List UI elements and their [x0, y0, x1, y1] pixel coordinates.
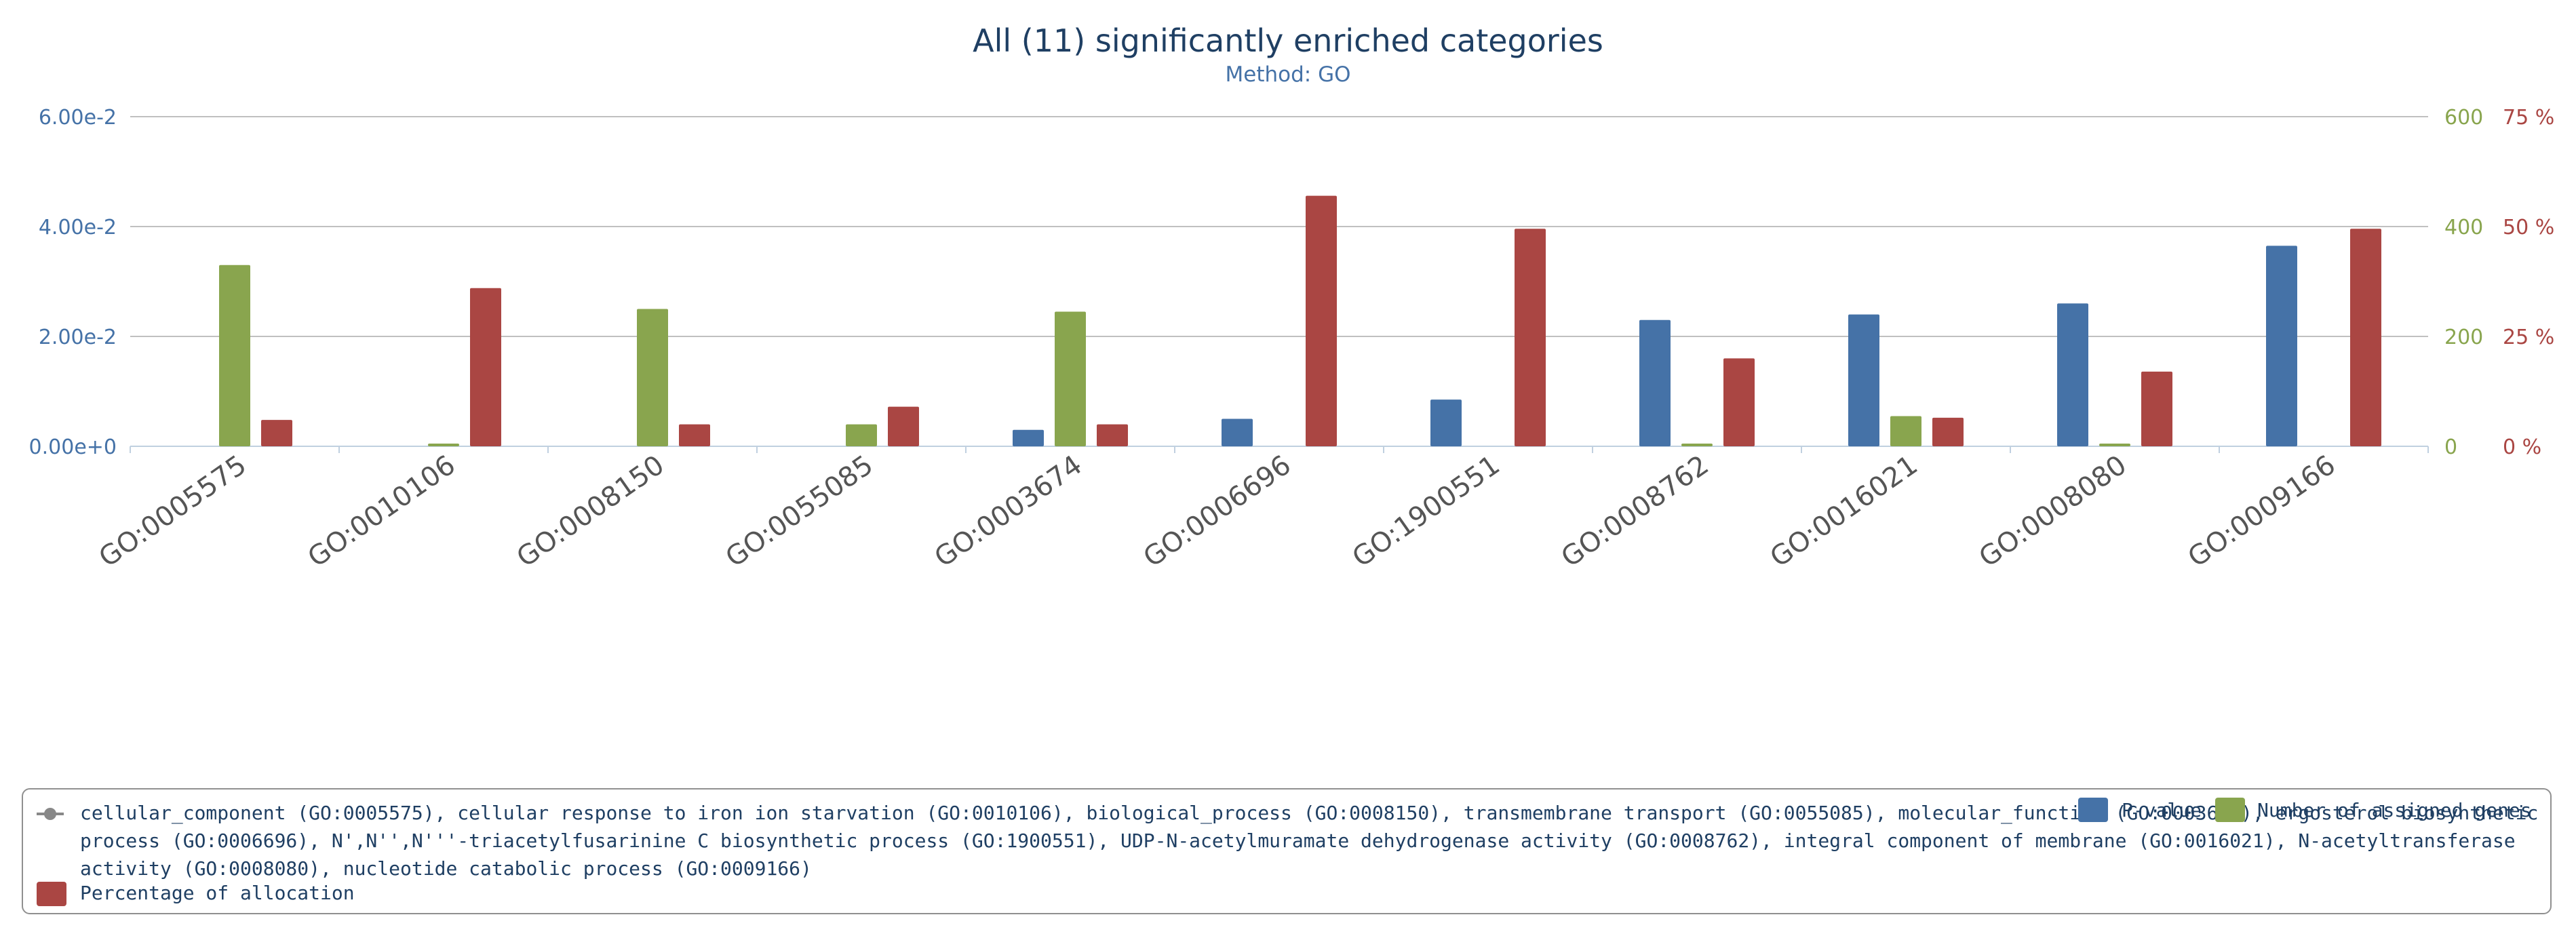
- bar-right-GO-0008080[interactable]: [2141, 371, 2172, 446]
- legend-genes-label[interactable]: Number of assigned genes: [2257, 799, 2532, 821]
- x-tick-label: GO:0003674: [929, 450, 1088, 574]
- chart-title: All (11) significantly enriched categori…: [973, 22, 1603, 59]
- x-tick-label: GO:0055085: [720, 450, 879, 574]
- bar-left-GO-0009166[interactable]: [2266, 246, 2297, 446]
- bar-right-GO-1900551[interactable]: [1515, 229, 1546, 446]
- y-right-tick-label: 0 %: [2503, 435, 2541, 459]
- bar-left-GO-0016021[interactable]: [1848, 314, 1879, 446]
- legend-percentage-swatch[interactable]: [37, 882, 66, 906]
- y-left-tick-label: 6.00e-2: [39, 106, 117, 130]
- bar-left-GO-0008080[interactable]: [2057, 303, 2088, 446]
- bar-middle-GO-0008150[interactable]: [637, 309, 668, 447]
- x-tick-label: GO:0010106: [303, 450, 461, 574]
- x-tick-label: GO:0005575: [94, 450, 252, 574]
- legend-pvalue-swatch[interactable]: [2078, 798, 2108, 822]
- bars: [219, 195, 2381, 447]
- legend: cellular_component (GO:0005575), cellula…: [22, 788, 2552, 914]
- chart-canvas: All (11) significantly enriched categori…: [29, 22, 2555, 574]
- bar-middle-GO-0010106[interactable]: [428, 443, 459, 446]
- bar-middle-GO-0016021[interactable]: [1890, 416, 1921, 446]
- bar-middle-GO-0055085[interactable]: [846, 424, 877, 446]
- y-middle-tick-label: 600: [2444, 106, 2483, 130]
- bar-left-GO-0006696[interactable]: [1222, 418, 1253, 447]
- x-tick-label: GO:0008150: [511, 450, 670, 574]
- bar-right-GO-0009166[interactable]: [2350, 229, 2381, 446]
- bar-right-GO-0006696[interactable]: [1306, 195, 1337, 446]
- y-left-tick-label: 0.00e+0: [29, 435, 117, 459]
- bar-left-GO-0008762[interactable]: [1639, 319, 1671, 446]
- legend-pvalue-label[interactable]: P-value: [2122, 799, 2202, 821]
- y-left-tick-label: 4.00e-2: [39, 216, 117, 239]
- legend-percentage-label[interactable]: Percentage of allocation: [80, 882, 355, 904]
- bar-middle-GO-0005575[interactable]: [219, 265, 250, 446]
- chart-subtitle: Method: GO: [1226, 62, 1351, 87]
- bar-right-GO-0003674[interactable]: [1097, 424, 1128, 446]
- bar-middle-GO-0008080[interactable]: [2099, 443, 2130, 446]
- bar-right-GO-0055085[interactable]: [888, 406, 919, 446]
- y-middle-tick-label: 0: [2444, 435, 2457, 459]
- y-right-tick-label: 25 %: [2503, 326, 2554, 349]
- bar-middle-GO-0003674[interactable]: [1055, 311, 1086, 446]
- y-left-tick-label: 2.00e-2: [39, 326, 117, 349]
- y-middle-tick-label: 400: [2444, 216, 2483, 239]
- bar-right-GO-0016021[interactable]: [1932, 417, 1964, 446]
- x-tick-label: GO:1900551: [1347, 450, 1506, 574]
- x-tick-label: GO:0008762: [1556, 450, 1715, 574]
- legend-categories-text: cellular_component (GO:0005575), cellula…: [80, 802, 2539, 880]
- gridlines: [130, 116, 2428, 447]
- bar-right-GO-0010106[interactable]: [470, 288, 501, 446]
- y-right-tick-label: 50 %: [2503, 216, 2554, 239]
- bar-right-GO-0008150[interactable]: [679, 424, 710, 446]
- legend-genes-swatch[interactable]: [2215, 798, 2245, 822]
- bar-right-GO-0008762[interactable]: [1723, 358, 1755, 446]
- x-tick-label: GO:0006696: [1138, 450, 1297, 574]
- y-middle-tick-label: 200: [2444, 326, 2483, 349]
- y-right-tick-label: 75 %: [2503, 106, 2554, 130]
- x-tick-label: GO:0016021: [1765, 450, 1924, 574]
- bar-left-GO-0003674[interactable]: [1013, 429, 1044, 446]
- bar-left-GO-1900551[interactable]: [1430, 399, 1462, 446]
- x-tick-label: GO:0009166: [2183, 450, 2341, 574]
- legend-marker-icon[interactable]: [44, 808, 56, 820]
- bar-middle-GO-0008762[interactable]: [1681, 443, 1713, 446]
- axes: 0.00e+0 0 0 % 2.00e-2 200 25 % 4.00e-2 400 50 % 6…: [29, 106, 2555, 574]
- x-tick-label: GO:0008080: [1974, 450, 2132, 574]
- bar-right-GO-0005575[interactable]: [261, 420, 292, 446]
